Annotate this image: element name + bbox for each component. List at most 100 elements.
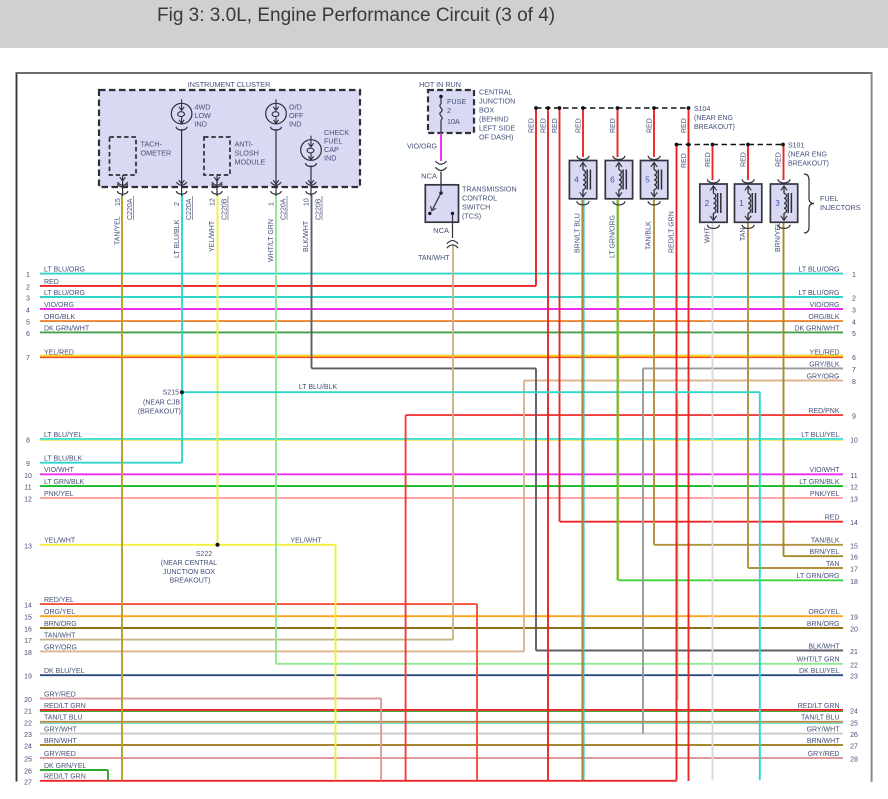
svg-text:IND: IND — [289, 120, 301, 129]
svg-text:BRN/WHT: BRN/WHT — [44, 738, 77, 745]
svg-text:TAN/WHT: TAN/WHT — [418, 255, 450, 262]
svg-text:26: 26 — [24, 769, 32, 776]
svg-text:(NEAR CJB: (NEAR CJB — [143, 399, 180, 406]
svg-text:13: 13 — [850, 497, 858, 504]
svg-text:MODULE: MODULE — [235, 158, 266, 167]
svg-text:GRY/RED: GRY/RED — [808, 751, 840, 758]
svg-text:RED/LT GRN: RED/LT GRN — [44, 703, 86, 710]
svg-text:BREAKOUT): BREAKOUT) — [694, 124, 735, 131]
svg-text:21: 21 — [24, 708, 32, 715]
svg-text:JUNCTION: JUNCTION — [479, 97, 515, 106]
svg-text:OMETER: OMETER — [141, 149, 172, 158]
svg-text:BREAKOUT): BREAKOUT) — [170, 578, 211, 585]
svg-text:PNK/YEL: PNK/YEL — [44, 491, 74, 498]
svg-text:(NEAR ENG: (NEAR ENG — [694, 115, 733, 122]
svg-text:10: 10 — [304, 198, 311, 206]
svg-text:LT BLU/ORG: LT BLU/ORG — [44, 290, 85, 297]
svg-text:FUSE: FUSE — [447, 97, 466, 106]
svg-text:12: 12 — [24, 497, 32, 504]
svg-text:3: 3 — [852, 308, 856, 315]
svg-text:C220B: C220B — [316, 198, 323, 220]
svg-text:C220A: C220A — [186, 198, 193, 220]
svg-text:(NEAR CENTRAL: (NEAR CENTRAL — [161, 560, 218, 567]
svg-text:14: 14 — [24, 603, 32, 610]
svg-text:FUEL: FUEL — [324, 137, 342, 146]
svg-text:22: 22 — [850, 662, 858, 669]
svg-text:RED: RED — [541, 118, 548, 133]
svg-text:16: 16 — [24, 627, 32, 634]
svg-text:10: 10 — [850, 437, 858, 444]
svg-text:LOW: LOW — [195, 111, 212, 120]
svg-text:3: 3 — [26, 296, 30, 303]
svg-text:DK GRN/WHT: DK GRN/WHT — [794, 325, 840, 332]
svg-text:TRANSMISSION: TRANSMISSION — [462, 185, 517, 194]
svg-text:O/D: O/D — [289, 103, 302, 112]
svg-text:RED/YEL: RED/YEL — [44, 597, 74, 604]
svg-text:17: 17 — [24, 638, 32, 645]
svg-text:LT GRN/BLK: LT GRN/BLK — [44, 479, 85, 486]
svg-text:YEL/WHT: YEL/WHT — [44, 538, 76, 545]
svg-text:7: 7 — [26, 355, 30, 362]
svg-text:INJECTORS: INJECTORS — [820, 203, 861, 212]
svg-text:LEFT SIDE: LEFT SIDE — [479, 124, 515, 133]
svg-text:(TCS): (TCS) — [462, 212, 481, 221]
svg-text:BRN/WHT: BRN/WHT — [807, 738, 840, 745]
svg-text:TAN/YEL: TAN/YEL — [115, 216, 122, 245]
svg-text:WHT: WHT — [705, 226, 712, 243]
svg-text:LT BLU/BLK: LT BLU/BLK — [299, 384, 338, 391]
svg-text:YEL/RED: YEL/RED — [44, 349, 74, 356]
svg-text:LT GRN/BLK: LT GRN/BLK — [799, 479, 840, 486]
svg-text:LT BLU/ORG: LT BLU/ORG — [799, 267, 840, 274]
svg-text:VIO/ORG: VIO/ORG — [44, 302, 74, 309]
svg-text:20: 20 — [850, 627, 858, 634]
svg-text:WHT/LT GRN: WHT/LT GRN — [268, 219, 275, 262]
svg-text:1: 1 — [269, 202, 276, 206]
svg-text:25: 25 — [24, 757, 32, 764]
svg-text:S215: S215 — [163, 389, 179, 396]
svg-text:2: 2 — [26, 284, 30, 291]
svg-text:21: 21 — [850, 649, 858, 656]
svg-text:TAN: TAN — [740, 228, 747, 241]
svg-text:FUEL: FUEL — [820, 194, 838, 203]
svg-text:16: 16 — [850, 555, 858, 562]
svg-text:6: 6 — [852, 355, 856, 362]
svg-text:SWITCH: SWITCH — [462, 203, 490, 212]
svg-text:GRY/WHT: GRY/WHT — [807, 727, 841, 734]
svg-text:ORG/BLK: ORG/BLK — [808, 314, 839, 321]
svg-text:CAP: CAP — [324, 145, 339, 154]
svg-text:15: 15 — [24, 615, 32, 622]
svg-text:GRY/RED: GRY/RED — [44, 691, 76, 698]
svg-text:INSTRUMENT CLUSTER: INSTRUMENT CLUSTER — [188, 80, 271, 89]
svg-text:8: 8 — [26, 437, 30, 444]
svg-text:4: 4 — [852, 320, 856, 327]
svg-text:RED: RED — [705, 152, 712, 167]
svg-text:10A: 10A — [447, 117, 460, 126]
svg-text:VIO/ORG: VIO/ORG — [407, 144, 437, 151]
svg-text:RED/LT GRN: RED/LT GRN — [798, 703, 840, 710]
svg-text:RED/LT GRN: RED/LT GRN — [44, 774, 86, 781]
svg-text:YEL/RED: YEL/RED — [810, 349, 840, 356]
svg-text:BREAKOUT): BREAKOUT) — [788, 161, 829, 168]
svg-text:ANTI-: ANTI- — [235, 140, 254, 149]
svg-text:19: 19 — [850, 615, 858, 622]
svg-text:18: 18 — [24, 650, 32, 657]
svg-text:3: 3 — [775, 199, 780, 208]
svg-text:1: 1 — [852, 272, 856, 279]
svg-text:JUNCTION BOX: JUNCTION BOX — [163, 569, 215, 576]
svg-text:TAN: TAN — [826, 561, 839, 568]
svg-text:RED: RED — [776, 152, 783, 167]
svg-text:4: 4 — [574, 176, 579, 185]
svg-text:13: 13 — [24, 543, 32, 550]
svg-text:2: 2 — [852, 296, 856, 303]
svg-text:TAN/BLK: TAN/BLK — [811, 538, 840, 545]
svg-text:11: 11 — [850, 473, 857, 480]
svg-text:RED: RED — [610, 118, 617, 133]
svg-text:VIO/ORG: VIO/ORG — [810, 302, 840, 309]
svg-text:TAN/LT BLU: TAN/LT BLU — [801, 715, 840, 722]
svg-text:TAN/WHT: TAN/WHT — [44, 633, 76, 640]
svg-text:26: 26 — [850, 732, 858, 739]
svg-text:C220A: C220A — [281, 198, 288, 220]
svg-text:RED: RED — [552, 118, 559, 133]
svg-text:23: 23 — [24, 732, 32, 739]
svg-text:2: 2 — [447, 106, 451, 115]
